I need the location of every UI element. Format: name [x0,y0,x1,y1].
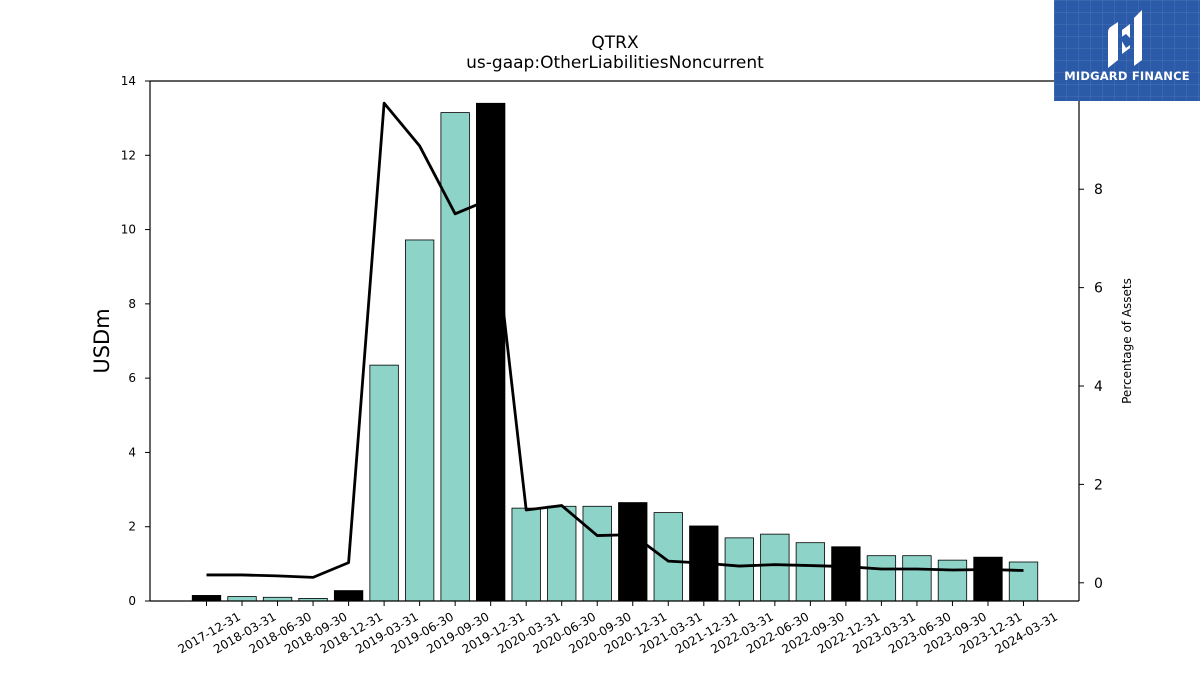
y2-tick-label: 8 [1094,182,1103,198]
y2-tick-label: 6 [1094,281,1103,297]
bar-2023-12-31 [973,556,1003,602]
line-percentage-of-assets [206,101,1024,579]
bar-2022-06-30 [760,533,790,602]
bar-2020-12-31 [618,502,648,602]
y-axis-label: USDm [90,308,114,373]
y-tick-label: 8 [128,297,136,311]
y-tick-label: 0 [128,594,136,608]
y-tick-label: 6 [128,371,136,385]
bar-2018-12-31 [333,590,364,602]
brand-logo: MIDGARD FINANCE [1054,0,1200,101]
y-tick-label: 12 [121,148,136,162]
y-tick-label: 4 [128,445,136,459]
y2-axis-label: Percentage of Assets [1120,278,1134,404]
line-series [206,101,1024,579]
y2-tick-label: 0 [1094,576,1103,592]
bar-2023-09-30 [937,559,968,602]
bar-2024-03-31 [1008,561,1039,602]
bar-2019-09-30 [440,112,470,602]
midgard-logo-icon [1108,10,1142,68]
bar-2020-09-30 [582,505,612,602]
y2-tick-label: 2 [1094,477,1103,493]
y-tick-label: 14 [121,74,136,88]
bar-2020-03-31 [511,507,541,602]
bar-2018-03-31 [227,596,257,602]
y2-tick-label: 4 [1094,379,1103,395]
brand-name: MIDGARD FINANCE [1064,69,1190,83]
bar-2021-03-31 [653,512,683,602]
bar-2019-03-31 [369,364,399,602]
chart-title: QTRX [591,33,639,53]
bar-2017-12-31 [191,595,222,602]
chart-subtitle: us-gaap:OtherLiabilitiesNoncurrent [466,53,764,73]
bar-2022-09-30 [795,542,826,602]
bar-series [191,102,1039,602]
y-tick-label: 2 [128,520,136,534]
bar-2020-06-30 [547,505,577,602]
bar-2023-03-31 [866,555,897,602]
bar-2019-12-31 [476,102,506,602]
y-tick-label: 10 [121,223,136,237]
bar-2023-06-30 [902,555,932,602]
bar-2022-03-31 [724,537,754,602]
bar-2022-12-31 [831,546,861,602]
bar-2019-06-30 [404,239,435,602]
